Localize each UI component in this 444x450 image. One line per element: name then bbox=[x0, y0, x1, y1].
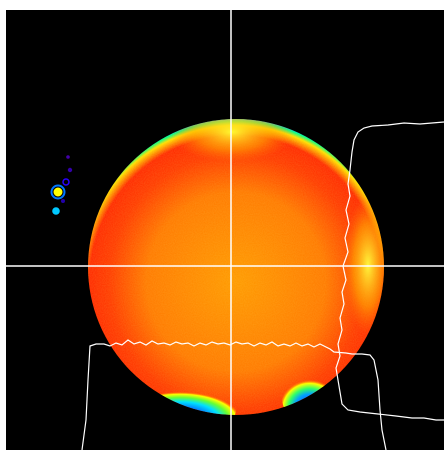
stray-spots bbox=[50, 155, 73, 215]
crosshair bbox=[6, 10, 444, 450]
horizontal-intensity-profile bbox=[81, 339, 387, 450]
vertical-intensity-profile bbox=[335, 121, 444, 421]
